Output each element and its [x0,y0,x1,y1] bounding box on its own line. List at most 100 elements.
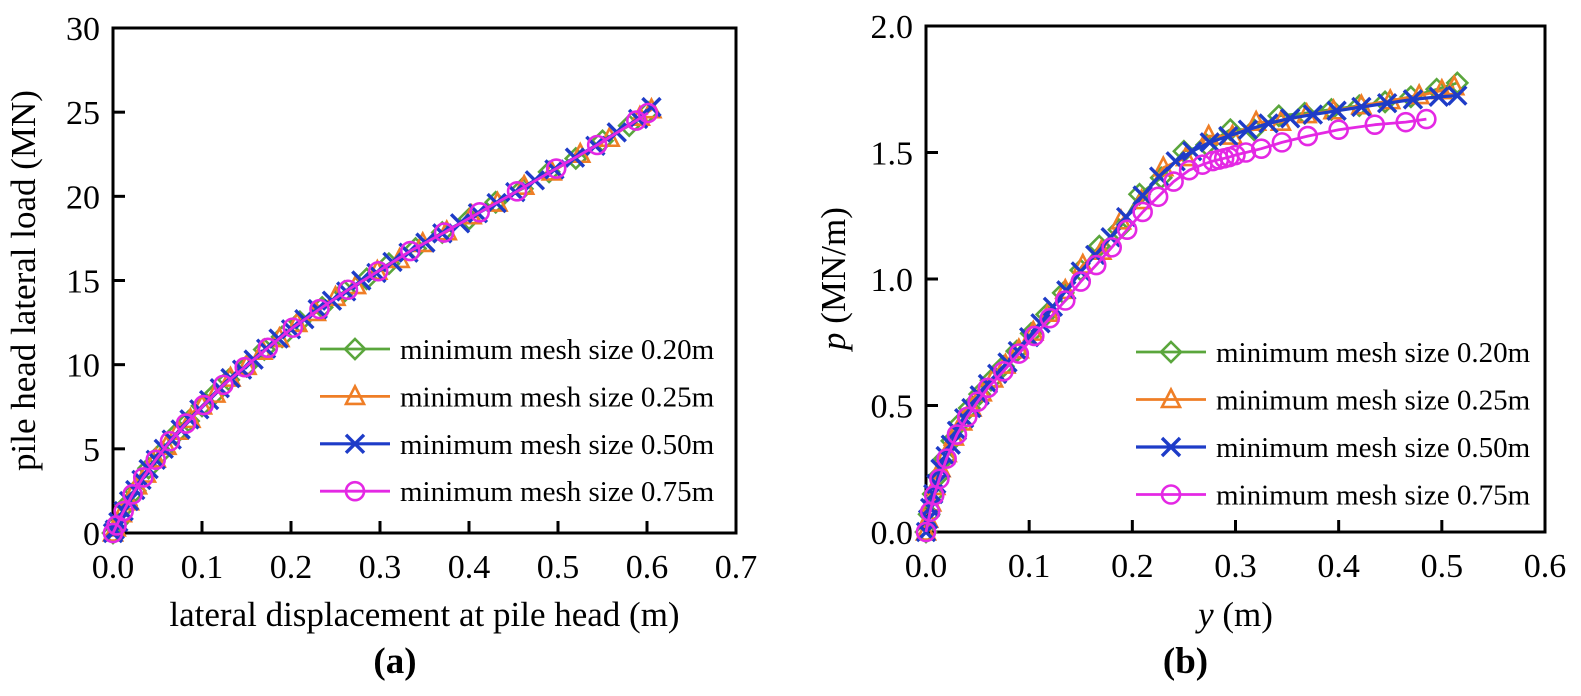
diamond-marker [136,456,161,481]
circle-marker [113,500,134,522]
x-marker [1042,296,1064,318]
circle-marker [1147,186,1169,208]
circle-marker [234,356,256,378]
x-marker [344,433,366,455]
y-axis-title-b-italic: p [814,332,853,351]
circle-marker [1116,219,1138,240]
legend-label: minimum mesh size 0.25m [400,381,715,413]
x-marker [1018,326,1040,348]
y-tick-label: 0 [83,516,100,553]
y-tick-label: 10 [66,348,100,385]
x-marker [1302,104,1324,125]
x-tick-label: 0.2 [1111,548,1154,585]
circle-marker [1416,108,1437,130]
series-circle [915,108,1437,543]
series-line [924,117,1427,533]
legend-label: minimum mesh size 0.75m [1216,480,1531,512]
circle-marker [1163,171,1184,192]
circle-marker [433,222,455,243]
legend-label: minimum mesh size 0.75m [400,476,715,508]
circle-marker [469,202,490,223]
x-marker [1199,132,1220,153]
panel-caption-b: (b) [1162,641,1209,682]
circle-marker [1008,343,1030,364]
plot-border [924,24,1547,534]
circle-marker [1328,119,1349,141]
circle-marker [145,449,167,471]
x-marker [1376,92,1398,114]
x-tick-label: 0.1 [181,549,224,586]
triangle-marker [914,519,938,541]
circle-marker [1235,142,1257,163]
x-axis-title-a: lateral displacement at pile head (m) [113,595,736,641]
circle-marker [967,391,988,413]
y-axis-title-b-rest: (MN/m) [814,207,853,333]
circle-marker [977,377,999,399]
y-tick-label: 30 [66,11,100,48]
circle-marker [1225,144,1246,166]
circle-marker [946,424,968,445]
circle-marker [309,298,330,320]
x-tick-label: 0.4 [448,549,491,586]
legend: minimum mesh size 0.20m minimum mesh size… [1136,337,1531,512]
x-axis-title-a-text: lateral displacement at pile head (m) [169,595,680,634]
y-axis-title-b: p (MN/m) [814,26,860,532]
x-axis-title-b-italic: y [1198,595,1214,634]
circle-marker [936,448,957,469]
circle-marker [282,317,304,338]
circle-marker [586,134,608,156]
x-marker [1258,113,1279,134]
series-line [111,111,649,534]
x-axis-title-b-rest: (m) [1213,595,1273,634]
y-tick-label: 2.0 [871,9,914,46]
circle-marker [1039,307,1061,329]
circle-marker [956,406,978,428]
triangle-marker [1244,109,1268,131]
circle-marker [159,430,181,452]
legend-label: minimum mesh size 0.20m [400,334,715,366]
chart-panel-a: 0.0 0.1 0.2 0.3 0.4 0.5 0.6 0.7 0 5 10 15 20 25 30 mini… [66,11,757,586]
circle-marker [1070,271,1092,292]
x-tick-label: 0.0 [92,549,135,586]
circle-marker [1085,254,1107,276]
circle-marker [1160,484,1182,505]
circle-marker [1054,290,1076,311]
x-tick-label: 0.1 [1008,548,1051,585]
legend-label: minimum mesh size 0.25m [1216,385,1531,417]
circle-marker [1395,111,1417,133]
x-tick-label: 0.2 [270,549,313,586]
circle-marker [175,413,197,434]
circle-marker [1271,132,1293,153]
y-tick-label: 1.0 [871,262,914,299]
circle-marker [506,180,528,202]
x-marker [1279,108,1301,129]
triangle-marker [1159,386,1183,409]
y-tick-label: 15 [66,264,100,301]
circle-marker [1250,138,1272,160]
diamond-marker [1159,340,1183,364]
series-line [111,111,649,534]
circle-marker [193,394,215,416]
triangle-marker [1152,154,1175,177]
x-marker [1237,119,1259,140]
x-tick-label: 0.6 [1524,548,1567,585]
circle-marker [1024,325,1045,347]
circle-marker [929,468,950,490]
circle-marker [1297,125,1319,147]
circle-marker [122,483,143,505]
x-tick-label: 0.5 [537,549,580,586]
y-tick-label: 1.5 [871,136,914,173]
y-tick-label: 25 [66,95,100,132]
x-tick-label: 0.4 [1317,548,1360,585]
x-marker [1218,125,1239,147]
circle-marker [213,374,234,396]
y-axis-title-a: pile head lateral load (MN) [4,28,50,533]
x-tick-label: 0.3 [359,549,402,586]
circle-marker [993,361,1014,382]
circle-marker [399,240,421,262]
legend: minimum mesh size 0.20m minimum mesh size… [320,334,715,508]
circle-marker [367,260,389,282]
y-tick-label: 0.5 [871,389,914,426]
